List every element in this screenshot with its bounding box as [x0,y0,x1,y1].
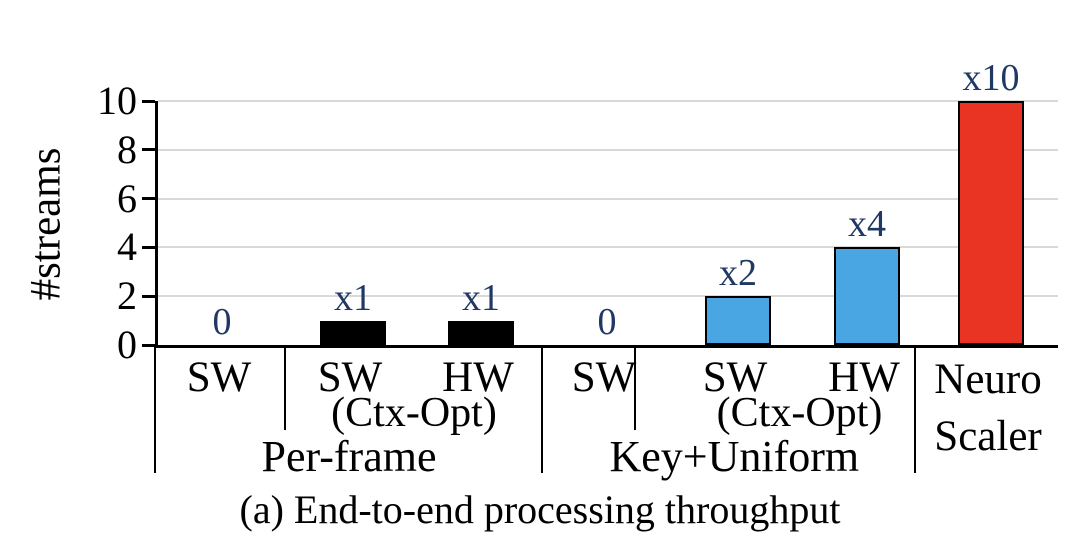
bar-x1 [448,320,514,345]
gridline [158,148,1058,151]
gridline [158,295,1058,298]
x-tick-label: Scaler [934,413,1042,460]
y-axis-tick [142,294,155,298]
bar-value-label: x10 [962,57,1020,99]
gridline [158,100,1058,102]
gridline [158,246,1058,249]
y-tick-label: 8 [117,126,137,172]
x-axis-area: SW SW HW (Ctx-Opt) Per-frame SW SW HW (Ctx-Opt) K… [0,345,1080,485]
gridline [158,197,1058,200]
y-axis-tick [142,197,155,201]
x-group-label: Key+Uniform [609,432,860,481]
x-subtick-label: (Ctx-Opt) [331,390,497,436]
bar-x1 [320,320,386,345]
bar-value-label: 0 [597,301,617,343]
bar-x2 [705,296,771,345]
x-tick-label: Neuro [934,356,1042,403]
category-separator [633,345,637,430]
category-separator [913,345,917,473]
y-tick-label: 4 [117,224,137,270]
y-axis-tick [142,343,155,347]
x-tick-label: HW [828,354,900,401]
category-separator [153,345,157,473]
bar-x10 [958,101,1024,345]
y-axis-tick [142,99,155,103]
x-group-label: Per-frame [261,432,437,481]
x-tick-label: SW [186,354,252,401]
category-separator [540,345,544,473]
bar-value-label: 0 [212,301,232,343]
category-separator [283,345,287,430]
y-tick-label: 2 [117,273,137,319]
bar-value-label: x4 [848,203,886,246]
plot-area: 0 x1 x1 0 x2 x4 x10 [155,58,1058,348]
bar-x4 [834,247,900,345]
y-axis-tick [142,148,155,152]
y-tick-label: 0 [117,322,137,367]
x-subtick-label: (Ctx-Opt) [716,390,883,436]
x-tick-label: HW [442,354,514,401]
y-tick-label: 10 [97,78,137,123]
bar-value-label: x1 [334,276,372,319]
x-tick-label: SW [571,354,637,401]
y-axis-tick [142,245,155,249]
y-tick-label: 6 [117,175,137,221]
x-tick-label: SW [317,354,383,401]
bar-value-label: x1 [462,276,500,319]
bar-value-label: x2 [719,252,757,295]
x-tick-label: SW [702,354,768,401]
figure-caption: (a) End-to-end processing throughput [239,487,841,532]
